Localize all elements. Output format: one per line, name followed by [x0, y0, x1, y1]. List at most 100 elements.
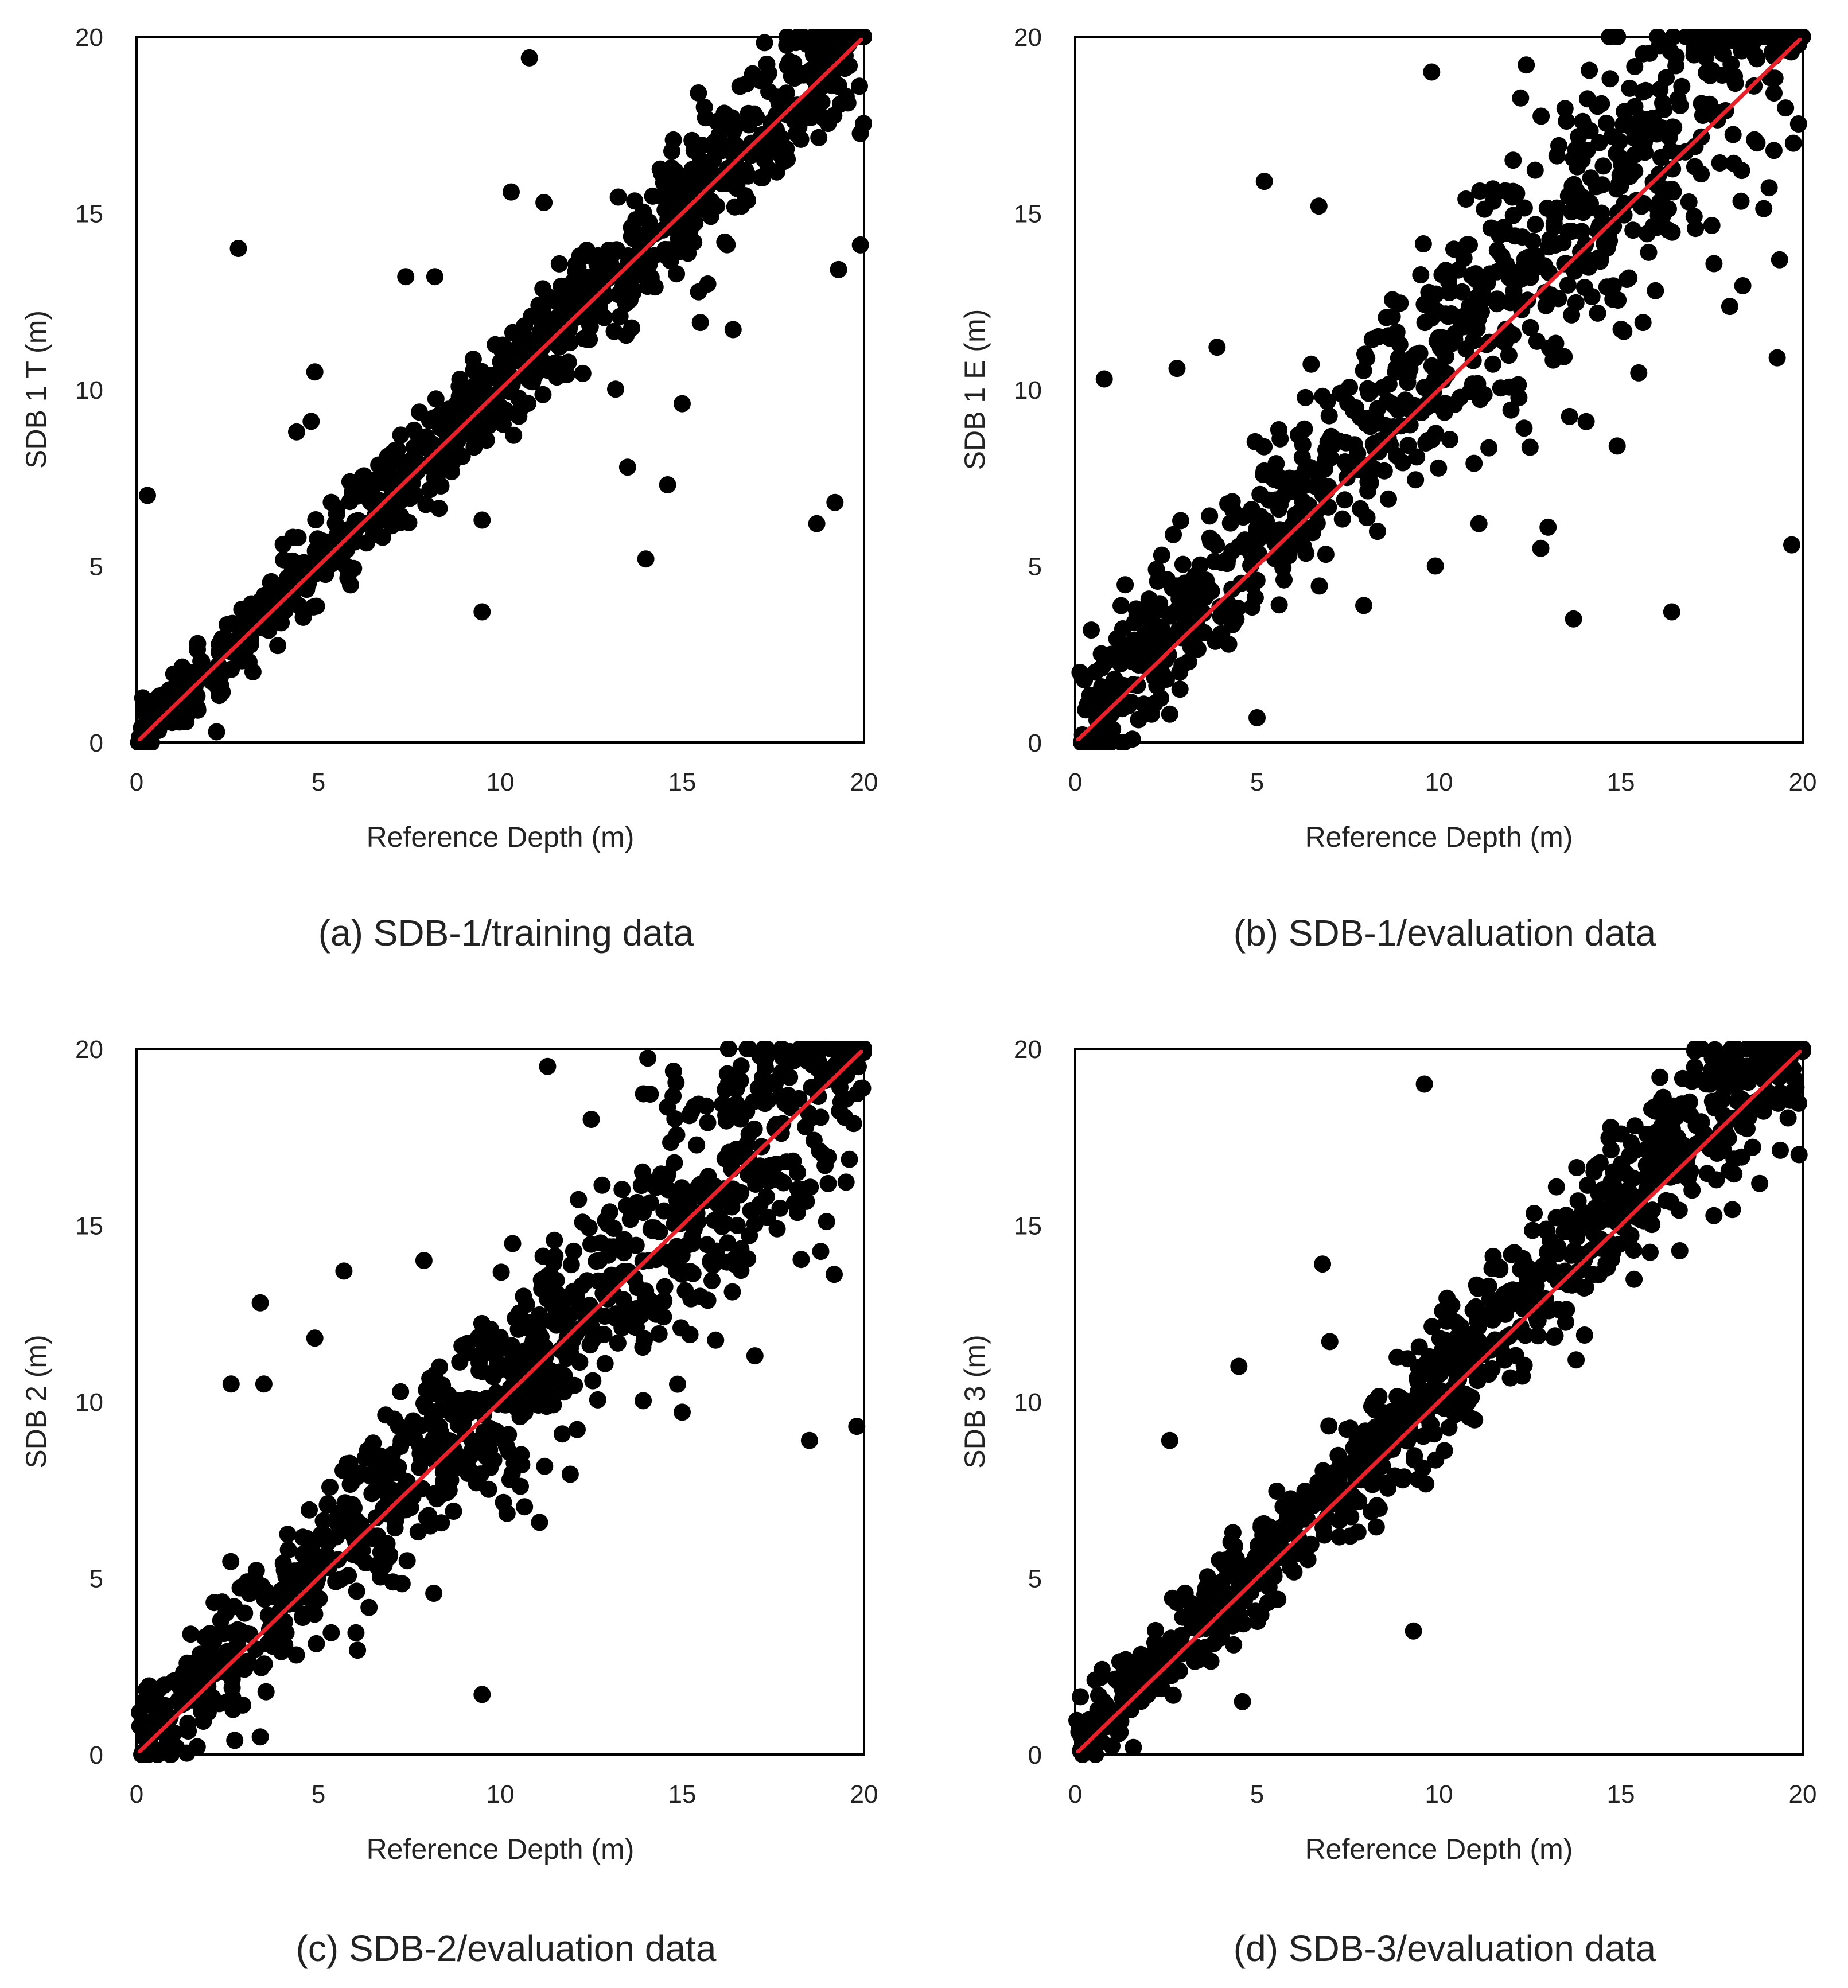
- data-point: [668, 1126, 686, 1144]
- data-point: [666, 162, 684, 180]
- data-point: [1465, 454, 1483, 472]
- data-point: [520, 49, 538, 67]
- data-point: [212, 677, 230, 695]
- data-point: [1410, 1338, 1428, 1356]
- data-point: [1484, 180, 1501, 198]
- data-point: [548, 1285, 566, 1303]
- data-point: [1588, 178, 1605, 196]
- data-point: [1746, 131, 1764, 149]
- data-point: [659, 476, 676, 493]
- data-point: [168, 675, 186, 693]
- data-point: [1282, 1501, 1300, 1519]
- data-point: [837, 1173, 855, 1191]
- data-point: [1174, 1608, 1192, 1626]
- data-point: [1686, 1058, 1703, 1076]
- data-point: [1164, 1633, 1181, 1651]
- data-point: [570, 1191, 588, 1208]
- data-point: [632, 1177, 650, 1195]
- x-tick-label: 0: [130, 768, 143, 796]
- data-point: [415, 1252, 433, 1269]
- data-point: [848, 1418, 866, 1435]
- panel-a: 0 5 10 15 20 0 5 10 15 20 Reference Depth (m) SDB 1…: [20, 24, 878, 954]
- data-point: [717, 1215, 734, 1233]
- data-point: [1388, 1348, 1406, 1366]
- data-point: [360, 1598, 378, 1616]
- data-point: [813, 93, 831, 111]
- data-point: [279, 1526, 297, 1543]
- data-point: [1380, 375, 1398, 393]
- data-point: [269, 637, 287, 655]
- data-point: [392, 1383, 410, 1400]
- data-point: [655, 1291, 673, 1309]
- y-tick-label: 5: [1028, 553, 1042, 581]
- data-point: [1349, 1523, 1367, 1541]
- data-point: [247, 1562, 265, 1579]
- data-point: [1533, 1265, 1551, 1283]
- data-point: [1412, 266, 1430, 283]
- data-point: [800, 1431, 818, 1449]
- data-point: [310, 562, 328, 579]
- data-point: [851, 236, 869, 254]
- data-point: [516, 1498, 534, 1516]
- data-point: [639, 1049, 657, 1067]
- data-point: [1185, 600, 1203, 617]
- data-point: [1341, 379, 1359, 396]
- data-point: [1208, 339, 1226, 356]
- data-point: [410, 455, 427, 473]
- data-point: [596, 309, 613, 326]
- data-point: [1215, 1556, 1233, 1574]
- data-point: [1437, 348, 1454, 365]
- data-point: [1471, 391, 1489, 409]
- data-point: [647, 1305, 665, 1323]
- data-point: [664, 1087, 682, 1105]
- data-point: [797, 1118, 815, 1136]
- data-point: [1112, 597, 1130, 614]
- data-point: [1528, 332, 1546, 350]
- data-point: [434, 1376, 452, 1394]
- data-point: [1245, 534, 1263, 551]
- data-point: [546, 1231, 563, 1249]
- data-point: [1651, 37, 1668, 55]
- data-point: [1190, 1647, 1208, 1664]
- data-point: [716, 1150, 734, 1168]
- data-point: [1683, 1072, 1701, 1090]
- data-point: [1235, 1566, 1253, 1584]
- data-point: [1574, 112, 1592, 130]
- y-tick-label: 10: [1014, 1388, 1042, 1417]
- data-point: [1532, 107, 1550, 125]
- data-point: [157, 1697, 174, 1714]
- data-point: [732, 1262, 750, 1279]
- data-point: [626, 192, 644, 210]
- data-point: [1295, 420, 1313, 438]
- data-point: [634, 1163, 651, 1181]
- data-point: [1663, 603, 1680, 621]
- data-point: [613, 1319, 631, 1337]
- data-point: [790, 1090, 808, 1107]
- data-point: [825, 107, 843, 125]
- x-tick-label: 15: [668, 1780, 697, 1808]
- data-point: [222, 1375, 240, 1393]
- y-tick-label: 20: [1014, 24, 1042, 52]
- data-point: [549, 1366, 567, 1384]
- data-point: [480, 1480, 497, 1498]
- data-point: [1165, 526, 1182, 543]
- data-point: [182, 1625, 200, 1643]
- data-point: [783, 67, 800, 85]
- data-point: [1270, 596, 1288, 614]
- data-point: [718, 236, 736, 254]
- data-point: [257, 1683, 275, 1701]
- data-point: [1754, 1094, 1772, 1111]
- data-point: [1622, 1227, 1640, 1244]
- data-point: [1234, 1693, 1251, 1710]
- data-point: [1157, 633, 1175, 651]
- data-point: [488, 1429, 505, 1446]
- data-point: [189, 641, 206, 659]
- data-point: [723, 1192, 741, 1209]
- data-point: [255, 1375, 273, 1393]
- data-point: [306, 1329, 324, 1347]
- data-point: [1783, 536, 1800, 554]
- data-point: [504, 1235, 522, 1252]
- data-point: [590, 1252, 608, 1270]
- data-point: [816, 1157, 834, 1174]
- data-point: [1660, 1106, 1678, 1123]
